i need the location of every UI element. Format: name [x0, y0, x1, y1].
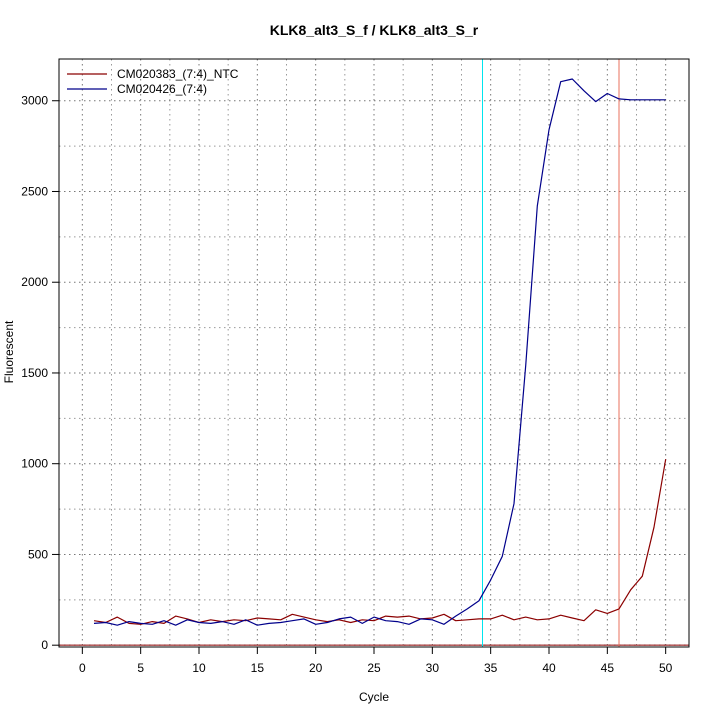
x-tick-label: 50 [659, 661, 673, 675]
chart-title: KLK8_alt3_S_f / KLK8_alt3_S_r [270, 22, 479, 38]
y-tick-label: 2000 [21, 275, 48, 289]
x-tick-label: 10 [192, 661, 206, 675]
y-tick-label: 2500 [21, 184, 48, 198]
x-tick-label: 30 [426, 661, 440, 675]
series-layer [93, 78, 667, 626]
minor-grid [59, 59, 689, 647]
y-tick-label: 1500 [21, 366, 48, 380]
legend-label-1: CM020383_(7:4)_NTC [117, 67, 239, 81]
x-axis-title: Cycle [359, 690, 389, 704]
major-grid [59, 59, 689, 647]
x-tick-label: 25 [367, 661, 381, 675]
y-tick-label: 1000 [21, 457, 48, 471]
x-tick-label: 45 [601, 661, 615, 675]
y-tick-label: 3000 [21, 94, 48, 108]
series-line-2 [93, 78, 666, 626]
x-tick-label: 20 [309, 661, 323, 675]
y-tick-label: 0 [41, 638, 48, 652]
legend-label-2: CM020426_(7:4) [117, 82, 207, 96]
x-tick-label: 0 [79, 661, 86, 675]
x-axis: 0 5 10 15 20 25 30 35 40 45 50 [79, 647, 673, 675]
y-axis-title: Fluorescent [2, 320, 16, 383]
reference-lines [59, 59, 689, 647]
x-tick-label: 35 [484, 661, 498, 675]
x-tick-label: 15 [251, 661, 265, 675]
y-axis: 0 500 1000 1500 2000 2500 3000 [21, 94, 59, 652]
y-tick-label: 500 [28, 547, 48, 561]
x-tick-label: 40 [542, 661, 556, 675]
x-tick-label: 5 [137, 661, 144, 675]
